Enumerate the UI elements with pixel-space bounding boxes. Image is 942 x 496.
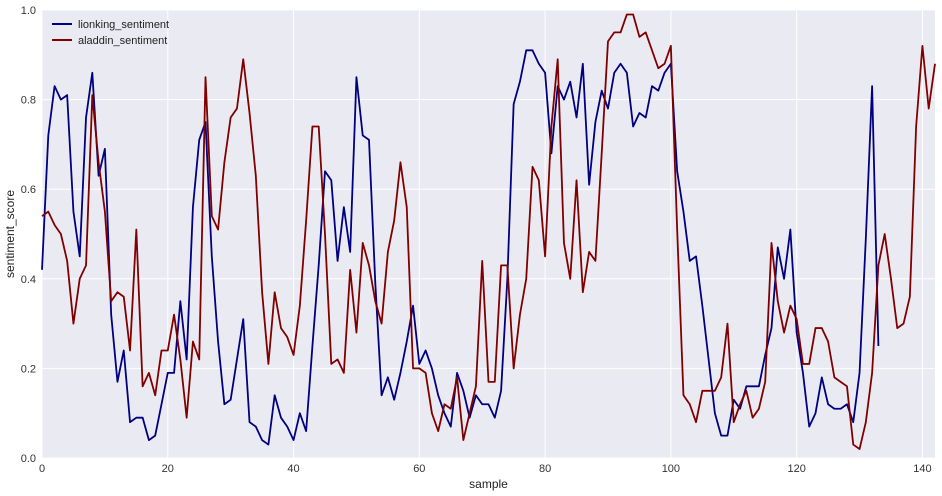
x-tick-label: 80: [539, 463, 551, 475]
y-tick-label: 0.4: [21, 274, 36, 286]
x-axis-label: sample: [469, 477, 508, 491]
series-line-aladdin_sentiment: [41, 13, 936, 450]
y-tick-label: 0.8: [21, 95, 36, 107]
y-tick-label: 0.6: [21, 184, 36, 196]
legend-label: aladdin_sentiment: [78, 35, 167, 47]
x-tick-label: 140: [913, 463, 931, 475]
y-axis-label: sentiment_score: [3, 190, 17, 278]
x-tick-label: 100: [662, 463, 680, 475]
legend-label: lionking_sentiment: [78, 19, 169, 31]
x-tick-label: 120: [787, 463, 805, 475]
x-tick-label: 60: [413, 463, 425, 475]
y-tick-label: 0.0: [21, 453, 36, 465]
legend: lionking_sentiment aladdin_sentiment: [52, 19, 169, 47]
y-axis-ticks: 0.0 0.2 0.4 0.6 0.8 1.0: [21, 5, 36, 465]
series-lines: [41, 13, 936, 450]
plot-area: [42, 10, 935, 458]
x-tick-label: 40: [287, 463, 299, 475]
x-tick-label: 0: [39, 463, 45, 475]
x-axis-ticks: 0 20 40 60 80 100 120 140: [39, 463, 932, 475]
y-tick-label: 0.2: [21, 363, 36, 375]
y-tick-label: 1.0: [21, 5, 36, 17]
x-tick-label: 20: [162, 463, 174, 475]
